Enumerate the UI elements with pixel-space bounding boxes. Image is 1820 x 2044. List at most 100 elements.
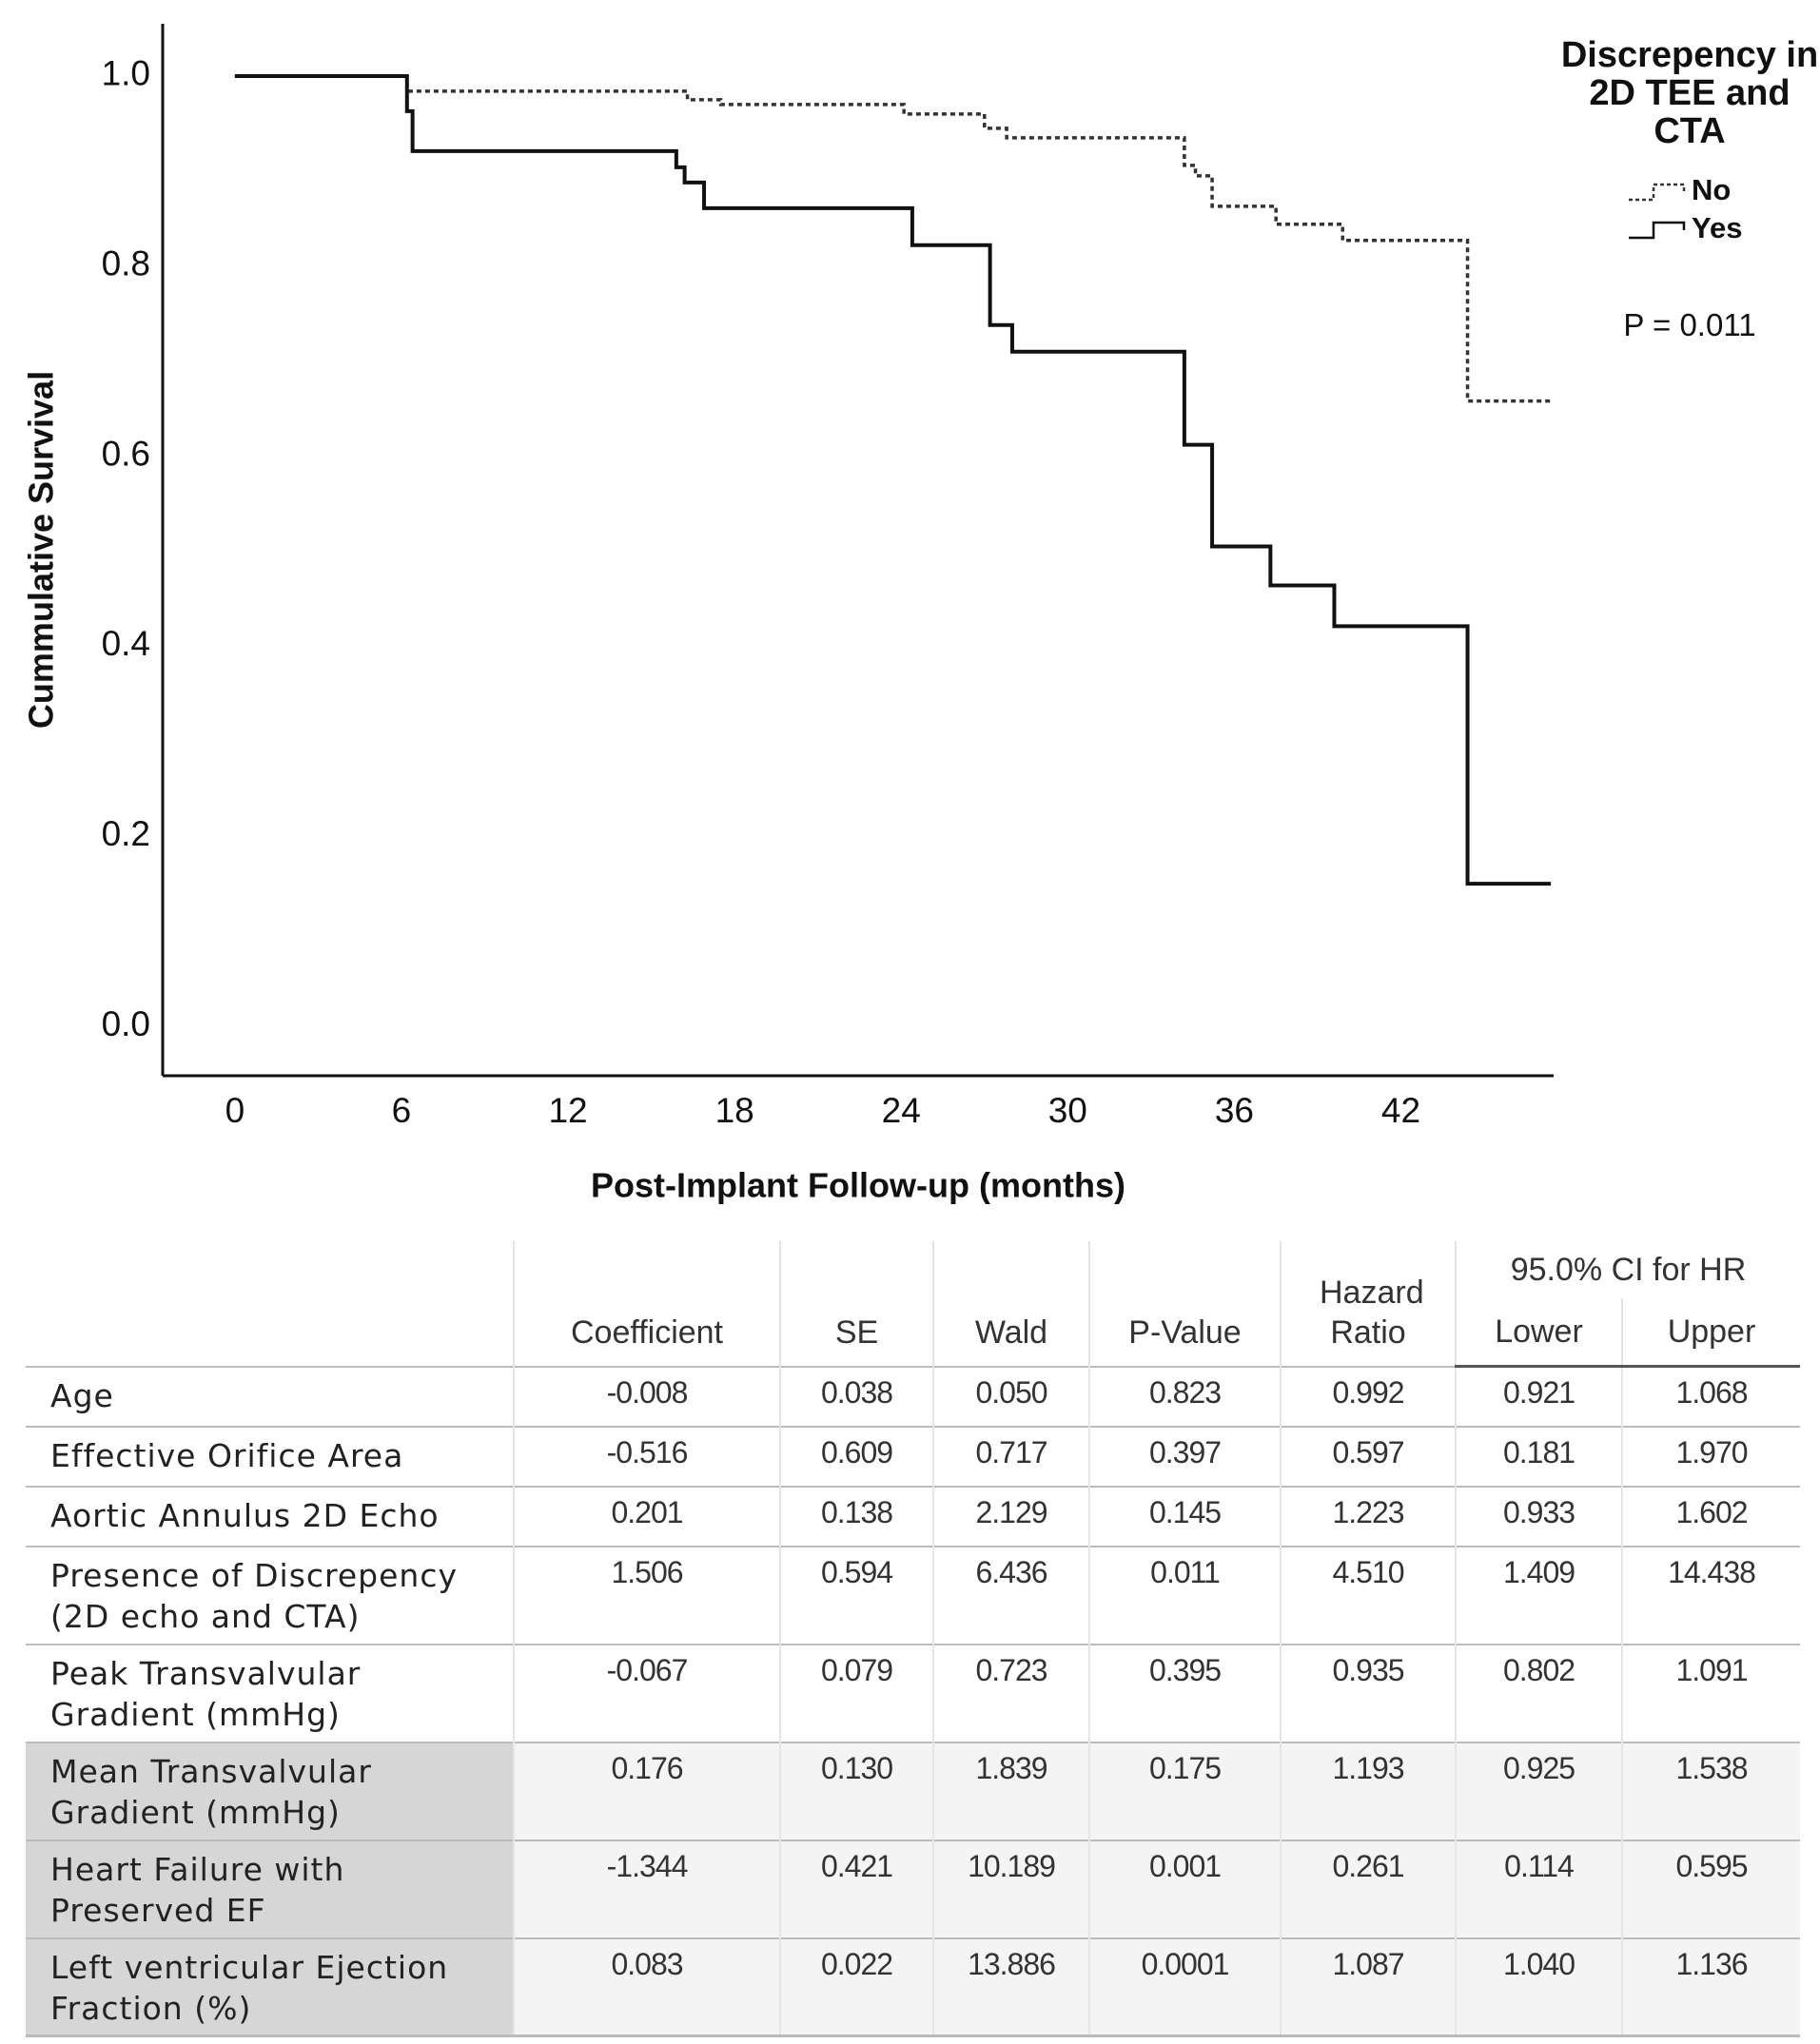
- cell: 0.823: [1088, 1365, 1281, 1427]
- cell: 10.189: [932, 1839, 1089, 1938]
- cell: 0.130: [779, 1741, 933, 1840]
- cell: 0.145: [1088, 1485, 1281, 1547]
- cell: 1.087: [1280, 1937, 1456, 2037]
- y-tick-label: 0.8: [102, 244, 150, 283]
- column-header: P-Value: [1088, 1241, 1281, 1367]
- y-tick-label: 0.2: [102, 814, 150, 853]
- table-header: Coefficient SE Wald P-Value Hazard Ratio 95.0…: [26, 1241, 1800, 1368]
- cell: 0.933: [1455, 1485, 1622, 1547]
- column-header: SE: [779, 1241, 933, 1367]
- x-tick-label: 36: [1215, 1091, 1254, 1130]
- annotation: P = 0.011: [1623, 307, 1756, 342]
- results-table: Coefficient SE Wald P-Value Hazard Ratio 95.0…: [26, 1241, 1800, 2037]
- cell: 1.040: [1455, 1937, 1622, 2037]
- legend-symbol: [1629, 221, 1686, 240]
- row-label: Left ventricular Ejection Fraction (%): [26, 1937, 514, 2037]
- row-label: Mean Transvalvular Gradient (mmHg): [26, 1741, 514, 1840]
- cell: 0.181: [1455, 1425, 1622, 1487]
- cell: 4.510: [1280, 1545, 1456, 1645]
- x-tick-label: 0: [225, 1091, 245, 1130]
- cell: 0.921: [1455, 1365, 1622, 1427]
- cell: 0.079: [779, 1643, 933, 1742]
- cell: 0.083: [513, 1937, 780, 2037]
- chart: Post-Implant Follow-up (months) Cummulat…: [22, 24, 1742, 1205]
- cell: 0.597: [1280, 1425, 1456, 1487]
- cell: 1.409: [1455, 1545, 1622, 1645]
- cell: 0.421: [779, 1839, 933, 1938]
- cell: 1.193: [1280, 1741, 1456, 1840]
- cell: 1.602: [1621, 1485, 1800, 1547]
- column-header: Wald: [932, 1241, 1089, 1367]
- cell: 1.506: [513, 1545, 780, 1645]
- cell: 0.594: [779, 1545, 933, 1645]
- x-axis-title: Post-Implant Follow-up (months): [591, 1166, 1125, 1205]
- cell: 0.395: [1088, 1643, 1281, 1742]
- y-tick-label: 0.0: [102, 1004, 150, 1043]
- cell: 0.261: [1280, 1839, 1456, 1938]
- cell: 1.839: [932, 1741, 1089, 1840]
- cell: 13.886: [932, 1937, 1089, 2037]
- y-tick-label: 0.4: [102, 624, 150, 663]
- column-header: Hazard Ratio: [1280, 1241, 1456, 1367]
- cell: 0.935: [1280, 1643, 1456, 1742]
- cell: 2.129: [932, 1485, 1089, 1547]
- cell: 0.001: [1088, 1839, 1281, 1938]
- cell: 0.717: [932, 1425, 1089, 1487]
- cell: -0.067: [513, 1643, 780, 1742]
- cell: 6.436: [932, 1545, 1089, 1645]
- row-label: Aortic Annulus 2D Echo: [26, 1485, 514, 1547]
- cell: 1.538: [1621, 1741, 1800, 1840]
- table-row: Aortic Annulus 2D Echo 0.201 0.138 2.129 0.1…: [26, 1485, 1800, 1547]
- cell: 0.723: [932, 1643, 1089, 1742]
- cell: 0.022: [779, 1937, 933, 2037]
- table-row: Peak Transvalvular Gradient (mmHg) -0.067…: [26, 1643, 1800, 1742]
- cell: 0.925: [1455, 1741, 1622, 1840]
- cell: -0.008: [513, 1365, 780, 1427]
- x-tick-label: 6: [392, 1091, 412, 1130]
- y-axis-title: Cummulative Survival: [22, 371, 61, 729]
- table-row: Heart Failure with Preserved EF -1.344 0.4…: [26, 1839, 1800, 1938]
- table-row: Mean Transvalvular Gradient (mmHg) 0.176 0…: [26, 1741, 1800, 1840]
- cell: 0.992: [1280, 1365, 1456, 1427]
- cell: 0.176: [513, 1741, 780, 1840]
- legend-label: Yes: [1692, 211, 1742, 244]
- header-row: Coefficient SE Wald P-Value Hazard Ratio 95.0…: [26, 1241, 1800, 1367]
- x-tick-label: 42: [1381, 1091, 1420, 1130]
- table-row: Presence of Discrepency (2D echo and CTA…: [26, 1545, 1800, 1645]
- x-tick-label: 24: [882, 1091, 921, 1130]
- cell: -1.344: [513, 1839, 780, 1938]
- cell: 1.068: [1621, 1365, 1800, 1427]
- x-tick-label: 30: [1048, 1091, 1087, 1130]
- cell: 0.114: [1455, 1839, 1622, 1938]
- cell: 0.397: [1088, 1425, 1281, 1487]
- cell: 0.011: [1088, 1545, 1281, 1645]
- cell: 1.091: [1621, 1643, 1800, 1742]
- cell: 14.438: [1621, 1545, 1800, 1645]
- cell: 0.138: [779, 1485, 933, 1547]
- survival-curve: [234, 74, 1552, 403]
- table-row: Age -0.008 0.038 0.050 0.823 0.992 0.921 1.068: [26, 1365, 1800, 1427]
- group-header: 95.0% CI for HR: [1455, 1241, 1800, 1298]
- column-header: Lower: [1455, 1298, 1622, 1368]
- cell: 0.609: [779, 1425, 933, 1487]
- header-cell: [26, 1241, 514, 1367]
- cell: 0.0001: [1088, 1937, 1281, 2037]
- survival-curve: [234, 73, 1552, 886]
- row-label: Presence of Discrepency (2D echo and CTA…: [26, 1545, 514, 1645]
- x-tick-label: 18: [715, 1091, 754, 1130]
- table-row: Effective Orifice Area -0.516 0.609 0.717 0.…: [26, 1425, 1800, 1487]
- legend-label: No: [1692, 173, 1731, 206]
- column-header: Upper: [1621, 1298, 1800, 1368]
- row-label: Peak Transvalvular Gradient (mmHg): [26, 1643, 514, 1742]
- cell: 1.970: [1621, 1425, 1800, 1487]
- cell: -0.516: [513, 1425, 780, 1487]
- row-label: Effective Orifice Area: [26, 1425, 514, 1487]
- cell: 0.201: [513, 1485, 780, 1547]
- row-label: Heart Failure with Preserved EF: [26, 1839, 514, 1938]
- table-body: Age -0.008 0.038 0.050 0.823 0.992 0.921 1.068 E…: [26, 1365, 1800, 2037]
- y-tick-label: 1.0: [102, 54, 150, 93]
- cell: 1.223: [1280, 1485, 1456, 1547]
- x-tick-label: 12: [548, 1091, 587, 1130]
- cell: 0.175: [1088, 1741, 1281, 1840]
